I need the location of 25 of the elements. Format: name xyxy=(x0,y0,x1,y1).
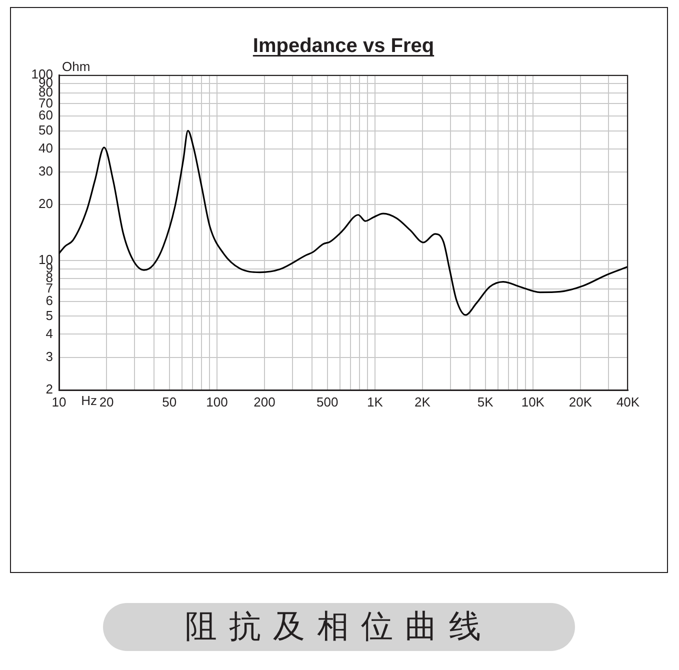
x-tick-label: 1K xyxy=(366,394,384,410)
x-tick-label: 10K xyxy=(521,394,545,410)
y-tick-label: 40 xyxy=(38,140,53,156)
x-tick-label: 20 xyxy=(99,394,114,410)
y-tick-label: 30 xyxy=(38,164,53,179)
y-tick-label: 50 xyxy=(38,122,53,138)
y-tick-label: 60 xyxy=(38,108,53,123)
y-tick-label: 20 xyxy=(38,196,53,212)
x-tick-label: 500 xyxy=(316,394,338,410)
x-tick-label: 40K xyxy=(616,394,640,410)
y-tick-label: 5 xyxy=(46,308,53,323)
x-tick-label: 200 xyxy=(254,394,276,410)
x-tick-label: 100 xyxy=(206,394,228,410)
x-tick-label: 50 xyxy=(162,394,177,410)
chart-title: Impedance vs Freq xyxy=(252,35,434,57)
x-tick-label: 20K xyxy=(568,394,592,410)
y-tick-label: 6 xyxy=(46,293,53,308)
y-axis-title: Ohm xyxy=(62,59,90,74)
text: 阻抗及相位曲线 xyxy=(185,606,493,647)
y-tick-label: 3 xyxy=(46,348,53,364)
x-axis-title: Hz xyxy=(81,393,97,408)
x-tick-label: 5K xyxy=(477,394,494,410)
y-tick-label: 2 xyxy=(46,382,53,397)
y-tick-label: 4 xyxy=(46,326,53,341)
x-tick-label: 2K xyxy=(414,394,431,410)
